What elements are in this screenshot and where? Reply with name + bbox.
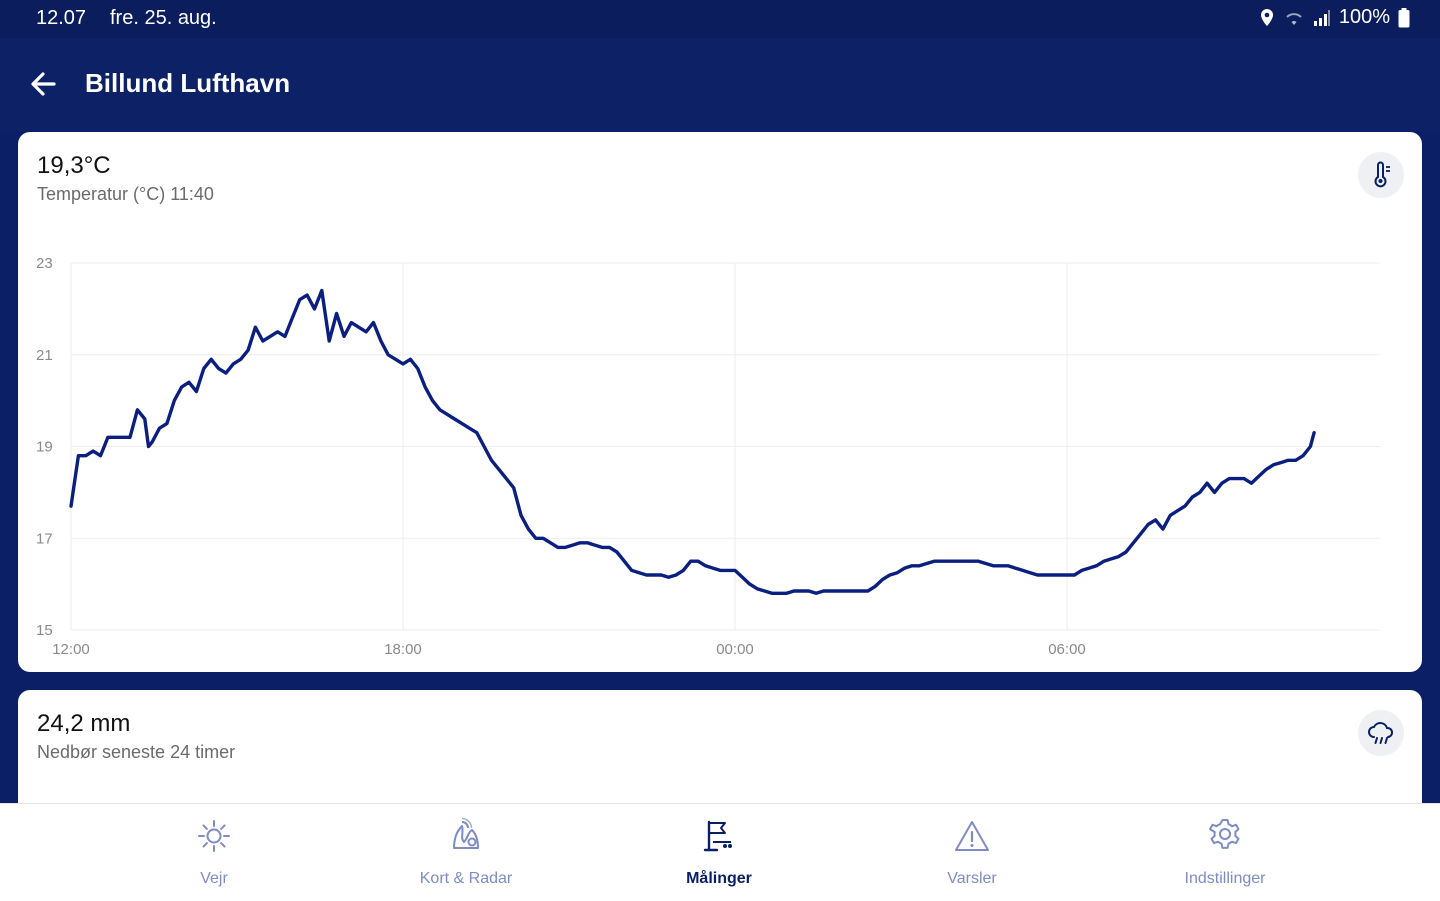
map-radar-icon <box>453 818 479 849</box>
warning-triangle-icon <box>955 821 989 851</box>
x-tick-label: 06:00 <box>1048 641 1086 658</box>
nav-item-varsler[interactable]: Varsler <box>872 804 1072 901</box>
back-button[interactable] <box>26 66 62 102</box>
temperature-series-line <box>69 288 1316 595</box>
nav-label-kort-radar: Kort & Radar <box>419 870 513 887</box>
y-tick-label: 19 <box>36 439 53 456</box>
y-tick-label: 15 <box>36 622 53 639</box>
nav-label-malinger: Målinger <box>686 870 752 887</box>
status-date: fre. 25. aug. <box>110 7 217 29</box>
wifi-icon <box>1286 12 1302 25</box>
precipitation-subtitle: Nedbør seneste 24 timer <box>37 742 236 762</box>
status-icons: 100% <box>1259 6 1410 29</box>
bottom-navigation: Vejr Kort & Radar Målinger <box>0 803 1440 901</box>
nav-label-indstillinger: Indstillinger <box>1184 870 1266 887</box>
arrow-left-icon <box>31 72 56 96</box>
y-tick-label: 17 <box>36 530 53 547</box>
status-time: 12.07 <box>36 7 87 29</box>
nav-item-vejr[interactable]: Vejr <box>114 804 314 901</box>
nav-item-indstillinger[interactable]: Indstillinger <box>1125 804 1325 901</box>
signal-icon <box>1313 9 1330 26</box>
thermometer-icon <box>1374 161 1390 188</box>
temperature-icon-button[interactable] <box>1358 152 1404 198</box>
nav-item-malinger[interactable]: Målinger <box>619 804 819 901</box>
nav-label-vejr: Vejr <box>200 870 228 887</box>
battery-icon <box>1398 7 1410 27</box>
measurements-flag-icon <box>703 820 732 852</box>
precipitation-icon-button[interactable] <box>1358 710 1404 756</box>
x-tick-label: 00:00 <box>716 641 754 658</box>
nav-label-varsler: Varsler <box>947 870 997 887</box>
page-title: Billund Lufthavn <box>85 68 291 98</box>
y-tick-label: 23 <box>36 255 53 272</box>
app-bar: Billund Lufthavn <box>0 38 1440 132</box>
location-icon <box>1260 8 1273 26</box>
sun-icon <box>198 820 230 852</box>
x-tick-label: 18:00 <box>384 641 422 658</box>
precipitation-card[interactable]: 24,2 mm Nedbør seneste 24 timer <box>18 690 1422 820</box>
temperature-subtitle: Temperatur (°C) 11:40 <box>37 184 214 204</box>
temperature-value: 19,3°C <box>37 152 111 179</box>
nav-item-kort-radar[interactable]: Kort & Radar <box>366 804 566 901</box>
cloud-rain-icon <box>1368 722 1394 744</box>
y-tick-label: 21 <box>36 347 53 364</box>
gear-icon <box>1209 819 1240 849</box>
status-bar: 12.07 fre. 25. aug. 100% <box>0 0 1440 38</box>
precipitation-value: 24,2 mm <box>37 710 131 737</box>
temperature-chart: 23 21 19 17 15 12:00 18:00 00:00 06:00 <box>36 255 1380 658</box>
battery-percentage: 100% <box>1338 6 1390 28</box>
temperature-card[interactable]: 19,3°C Temperatur (°C) 11:40 23 21 19 17 15 1… <box>18 132 1422 672</box>
x-tick-label: 12:00 <box>52 641 90 658</box>
